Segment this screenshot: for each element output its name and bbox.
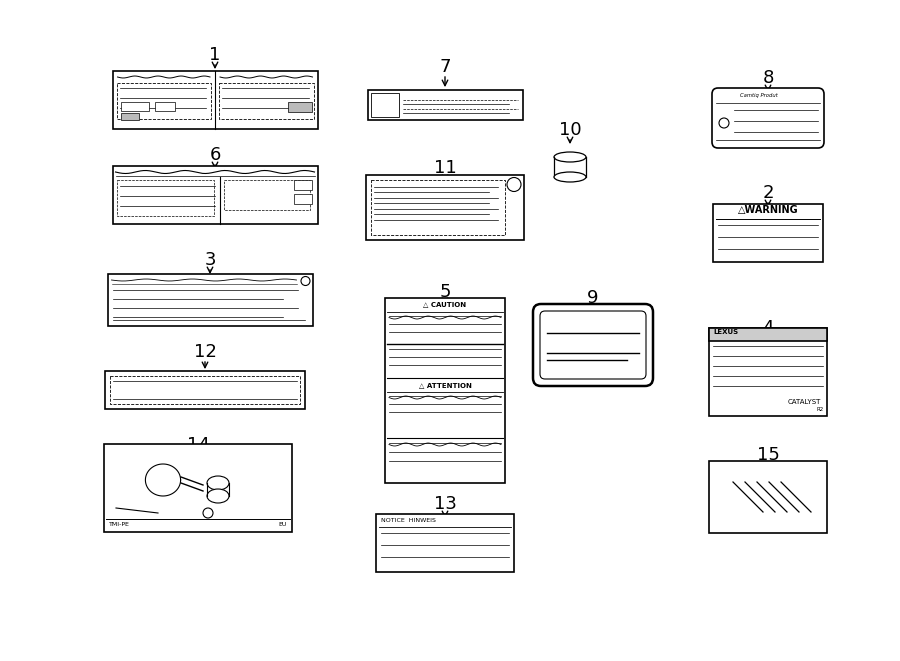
Text: Camtiq Produt: Camtiq Produt [740,93,778,98]
Text: R2: R2 [817,407,824,412]
Bar [112,71,318,129]
FancyBboxPatch shape [533,304,653,386]
Bar [104,444,292,532]
Circle shape [507,178,521,192]
Bar [371,180,505,235]
Text: CATALYST: CATALYST [788,399,821,405]
Bar [713,204,823,262]
Text: 4: 4 [762,319,774,337]
Text: △ ATTENTION: △ ATTENTION [418,383,472,389]
Bar [554,157,586,179]
Bar [105,371,305,409]
Text: 14: 14 [186,436,210,454]
Text: 7: 7 [439,58,451,76]
Text: △WARNING: △WARNING [738,205,798,215]
Text: 12: 12 [194,343,216,361]
Bar [224,180,310,210]
Bar [155,102,175,111]
Text: 5: 5 [439,283,451,301]
Bar [709,461,827,533]
Bar [219,83,313,119]
Bar [385,297,505,483]
Circle shape [719,118,729,128]
Circle shape [203,508,213,518]
Text: 9: 9 [587,289,599,307]
Bar [709,328,827,341]
Bar [107,274,312,326]
Text: NOTICE  HINWEIS: NOTICE HINWEIS [381,518,436,523]
Text: 8: 8 [762,69,774,87]
Text: 13: 13 [434,495,456,513]
Bar [110,376,300,404]
Ellipse shape [554,152,586,162]
Bar [116,83,211,119]
Bar [116,180,214,216]
Bar [112,166,318,224]
Bar [709,328,827,341]
Bar [293,180,311,190]
Text: 10: 10 [559,121,581,139]
Text: 2: 2 [762,184,774,202]
Ellipse shape [207,489,229,503]
Circle shape [301,276,310,286]
Bar [293,194,311,204]
Text: 15: 15 [757,446,779,464]
Text: 6: 6 [210,146,220,164]
Bar [121,102,148,111]
FancyBboxPatch shape [712,88,824,148]
Bar [366,175,524,239]
Ellipse shape [207,476,229,490]
Bar [367,90,523,120]
FancyBboxPatch shape [540,311,646,379]
Text: EU: EU [279,522,287,527]
Text: TMI-PE: TMI-PE [109,522,130,527]
Text: △ CAUTION: △ CAUTION [423,301,466,307]
Bar [376,514,514,572]
Bar [121,113,139,120]
Text: 1: 1 [210,46,220,64]
Bar [287,102,311,112]
Bar [709,328,827,416]
Bar [371,93,399,117]
Text: LEXUS: LEXUS [713,329,738,336]
Text: 3: 3 [204,251,216,269]
Text: 11: 11 [434,159,456,177]
Ellipse shape [554,172,586,182]
